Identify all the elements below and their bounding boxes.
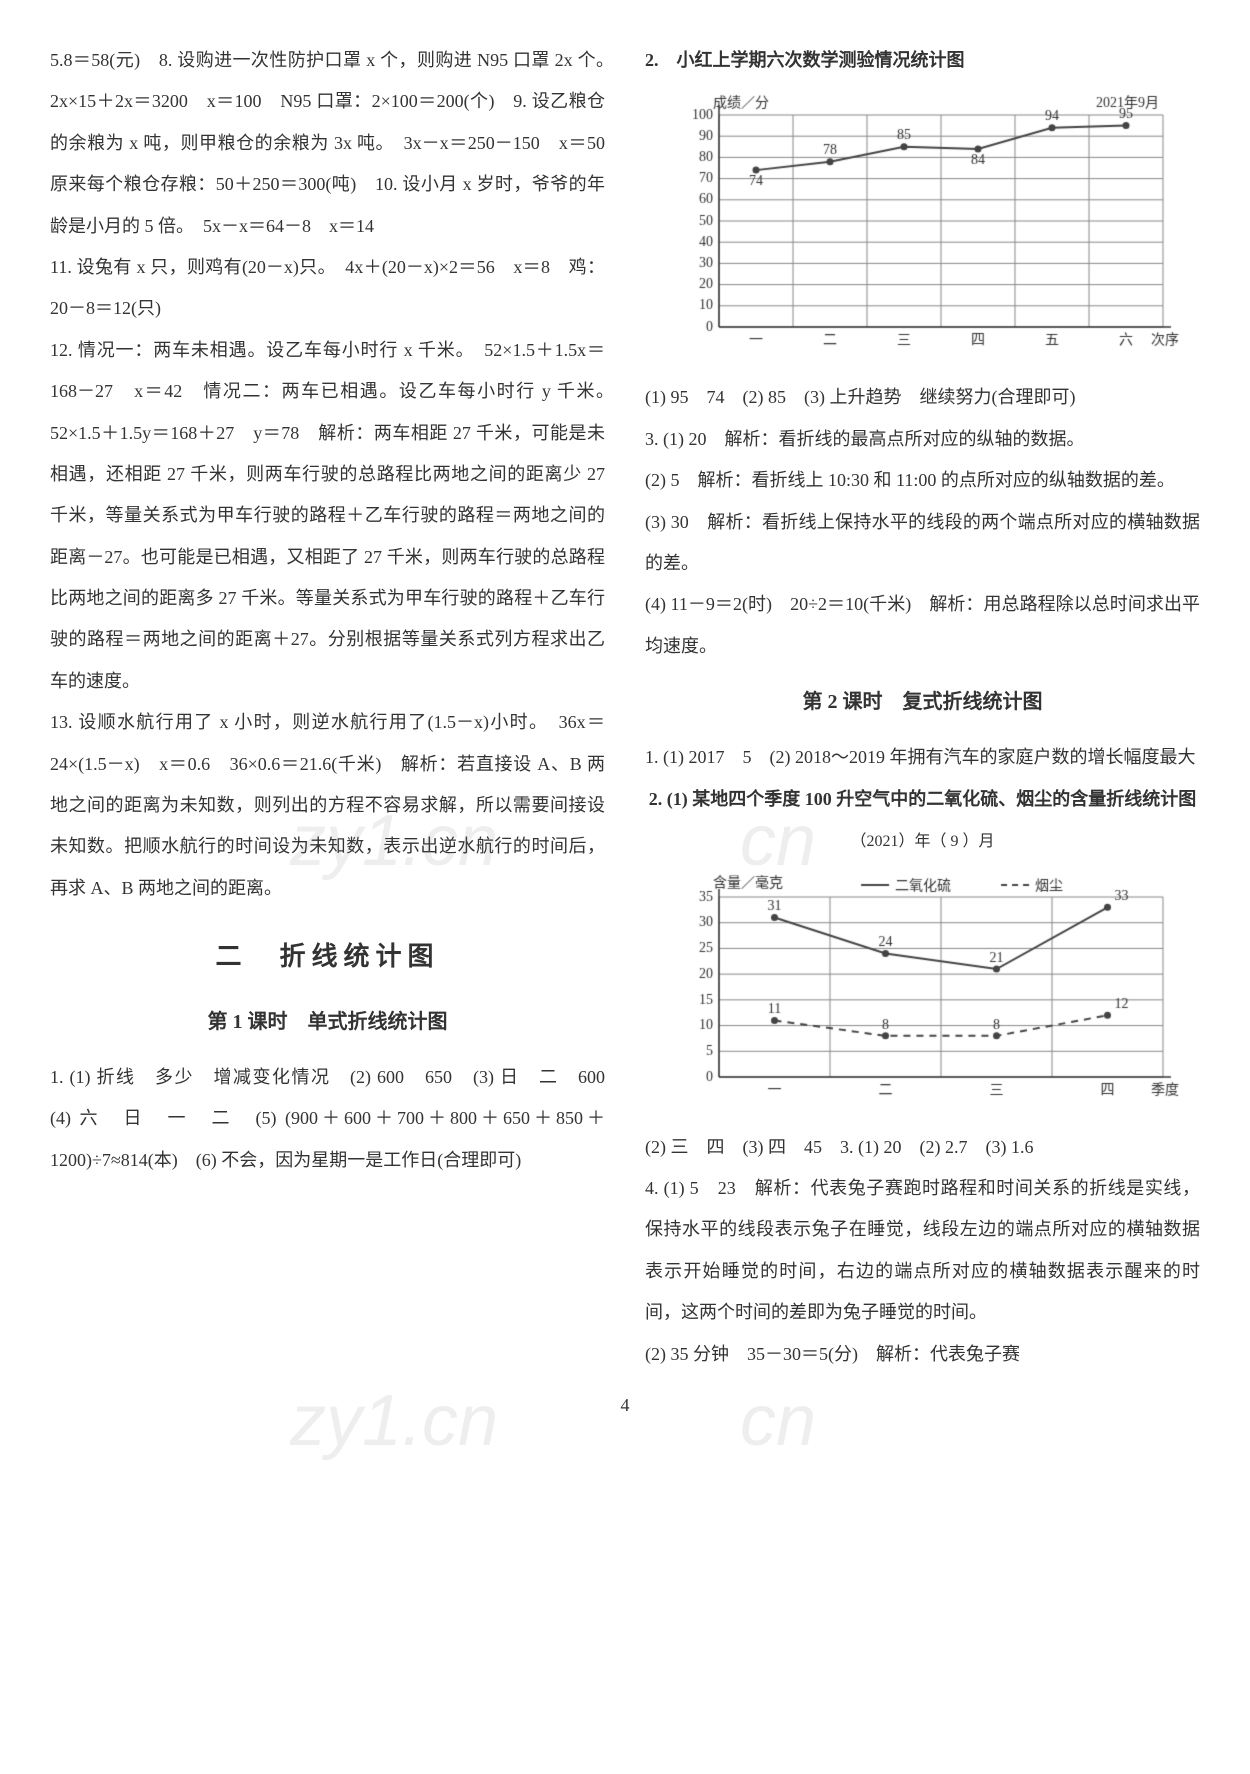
watermark: cn [740,1380,816,1462]
answer-r7: (2) 三 四 (3) 四 45 3. (1) 20 (2) 2.7 (3) 1… [645,1127,1200,1168]
left-column: 5.8＝58(元) 8. 设购进一次性防护口罩 x 个，则购进 N95 口罩 2… [50,40,605,1375]
answer-r3: (2) 5 解析：看折线上 10:30 和 11:00 的点所对应的纵轴数据的差… [645,460,1200,501]
chart2-title: 2. (1) 某地四个季度 100 升空气中的二氧化硫、烟尘的含量折线统计图 [645,779,1200,820]
page-number: 4 [50,1395,1200,1416]
line-chart-2 [663,867,1183,1117]
chart2-block [645,867,1200,1117]
answer-p5: 1. (1) 折线 多少 增减变化情况 (2) 600 650 (3) 日 二 … [50,1057,605,1181]
answer-p3: 12. 情况一：两车未相遇。设乙车每小时行 x 千米。 52×1.5＋1.5x＝… [50,330,605,703]
chart2-subtitle: （2021）年（ 9 ）月 [645,824,1200,861]
section-title: 二 折线统计图 [50,927,605,987]
answer-r2: 3. (1) 20 解析：看折线的最高点所对应的纵轴的数据。 [645,419,1200,460]
answer-r1: (1) 95 74 (2) 85 (3) 上升趋势 继续努力(合理即可) [645,377,1200,418]
answer-p2: 11. 设兔有 x 只，则鸡有(20－x)只。 4x＋(20－x)×2＝56 x… [50,247,605,330]
chart1-title: 2. 小红上学期六次数学测验情况统计图 [645,40,1200,81]
answer-r4: (3) 30 解析：看折线上保持水平的线段的两个端点所对应的横轴数据的差。 [645,502,1200,585]
answer-r5: (4) 11－9＝2(时) 20÷2＝10(千米) 解析：用总路程除以总时间求出… [645,584,1200,667]
subsection-2-title: 第 2 课时 复式折线统计图 [645,679,1200,725]
watermark: zy1.cn [290,1380,498,1462]
chart1-block [645,87,1200,367]
right-column: 2. 小红上学期六次数学测验情况统计图 (1) 95 74 (2) 85 (3)… [645,40,1200,1375]
line-chart-1 [663,87,1183,367]
answer-r9: (2) 35 分钟 35－30＝5(分) 解析：代表兔子赛 [645,1334,1200,1375]
answer-r6: 1. (1) 2017 5 (2) 2018～2019 年拥有汽车的家庭户数的增… [645,737,1200,778]
answer-r8: 4. (1) 5 23 解析：代表兔子赛跑时路程和时间关系的折线是实线，保持水平… [645,1168,1200,1334]
subsection-1-title: 第 1 课时 单式折线统计图 [50,999,605,1045]
answer-p1: 5.8＝58(元) 8. 设购进一次性防护口罩 x 个，则购进 N95 口罩 2… [50,40,605,247]
answer-p4: 13. 设顺水航行用了 x 小时，则逆水航行用了(1.5－x)小时。 36x＝2… [50,702,605,909]
